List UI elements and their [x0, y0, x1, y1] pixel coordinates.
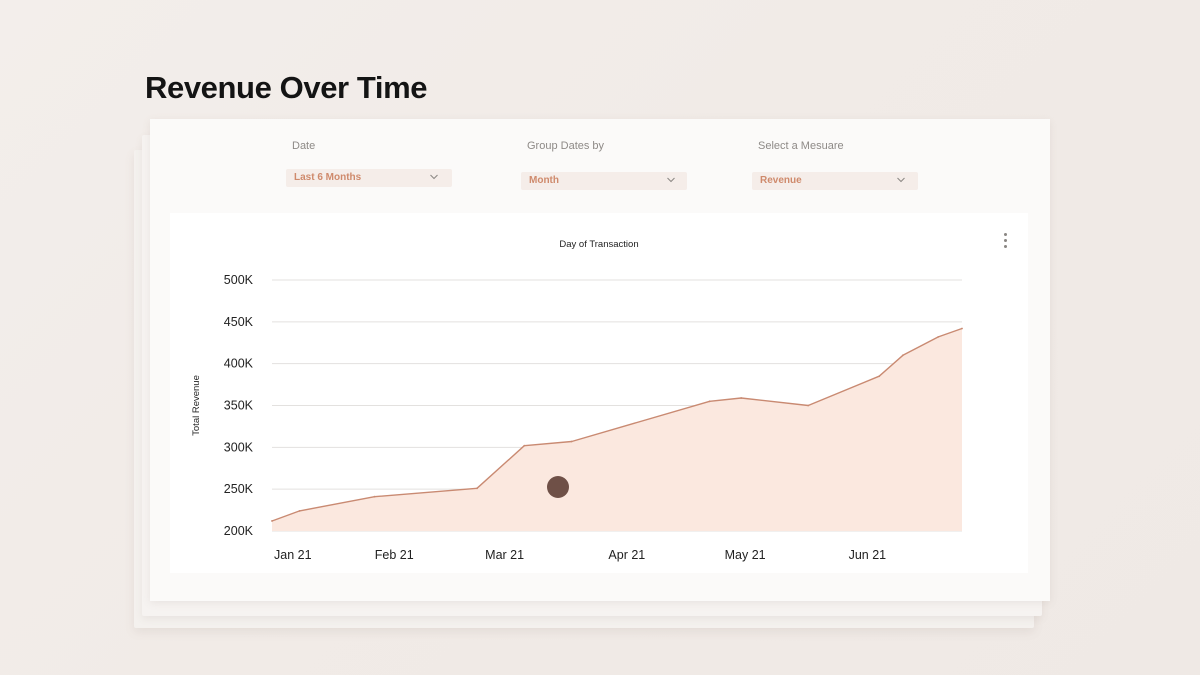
y-tick-label: 450K — [224, 315, 254, 329]
data-point — [476, 487, 478, 490]
data-point — [271, 520, 273, 522]
x-tick-label: Jun 21 — [849, 548, 887, 562]
chart-title: Day of Transaction — [559, 239, 639, 250]
data-point — [523, 444, 526, 447]
x-tick-label: Jan 21 — [274, 548, 312, 562]
data-point — [878, 375, 881, 378]
y-axis-label: Total Revenue — [191, 375, 202, 436]
page-title: Revenue Over Time — [145, 70, 428, 105]
data-point — [298, 510, 301, 512]
date-filter-label: Date — [292, 140, 316, 152]
data-point — [708, 400, 711, 403]
x-tick-label: Feb 21 — [375, 548, 414, 562]
y-tick-label: 200K — [224, 524, 254, 538]
date-select-value: Last 6 Months — [294, 172, 362, 183]
data-point — [961, 327, 963, 330]
chevron-down-icon — [430, 174, 438, 180]
chevron-down-icon — [897, 177, 905, 183]
data-point — [807, 404, 810, 407]
chart-panel: 500K 450K 400K 350K 300K 250K 200K Jan 21 Feb 21… — [170, 213, 1028, 573]
x-tick-label: Apr 21 — [608, 548, 645, 562]
date-select[interactable]: Last 6 Months — [286, 169, 452, 187]
revenue-area-chart: 500K 450K 400K 350K 300K 250K 200K Jan 21 Feb 21… — [191, 273, 963, 562]
data-point — [740, 397, 743, 399]
more-vertical-icon[interactable] — [999, 232, 1013, 249]
revenue-area-fill — [272, 328, 962, 531]
data-point — [937, 335, 940, 338]
group-dates-select[interactable]: Month — [521, 172, 687, 190]
y-tick-label: 350K — [224, 399, 254, 413]
y-tick-label: 500K — [224, 273, 254, 287]
y-tick-label: 300K — [224, 440, 254, 454]
measure-select[interactable]: Revenue — [752, 172, 918, 190]
mouse-cursor-indicator — [547, 476, 569, 498]
group-dates-select-value: Month — [529, 175, 559, 186]
data-point — [570, 440, 573, 443]
x-tick-label: May 21 — [725, 548, 766, 562]
y-tick-label: 400K — [224, 357, 254, 371]
group-dates-label: Group Dates by — [527, 140, 605, 152]
data-point — [373, 495, 376, 498]
x-tick-label: Mar 21 — [485, 548, 524, 562]
measure-label: Select a Mesuare — [758, 140, 844, 152]
measure-select-value: Revenue — [760, 175, 802, 186]
y-tick-label: 250K — [224, 482, 254, 496]
chevron-down-icon — [667, 177, 675, 183]
data-point — [901, 354, 904, 357]
